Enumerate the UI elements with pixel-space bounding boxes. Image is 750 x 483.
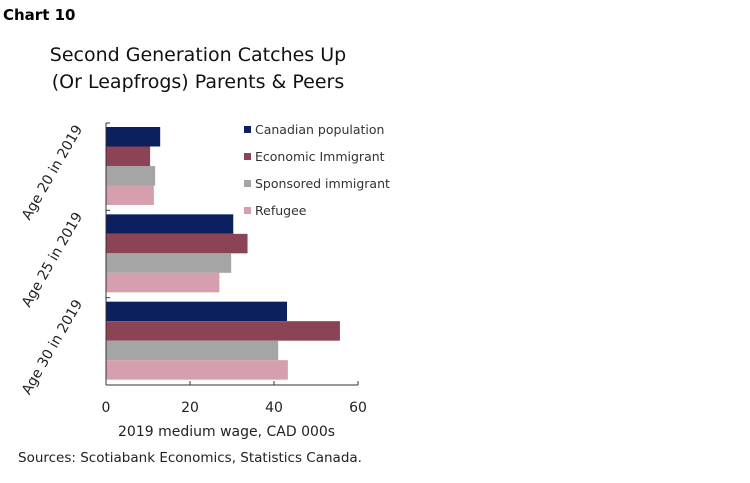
y-tick-label: Age 25 in 2019 [19, 210, 86, 310]
chart-label: Chart 10 [3, 6, 76, 24]
bar-1-2 [106, 146, 151, 166]
bar-1-1 [106, 127, 161, 147]
bar-2-3 [106, 253, 232, 273]
y-tick-label: Age 30 in 2019 [19, 297, 86, 397]
bar-3-3 [106, 340, 279, 361]
x-tick-label: 0 [102, 400, 111, 416]
legend-label: Refugee [255, 203, 307, 218]
legend-label: Canadian population [255, 122, 384, 137]
bar-2-1 [106, 214, 234, 234]
legend-label: Sponsored immigrant [255, 176, 390, 191]
x-tick-label: 20 [181, 400, 199, 416]
source-note: Sources: Scotiabank Economics, Statistic… [18, 450, 362, 466]
bar-2-2 [106, 233, 248, 254]
bar-1-4 [106, 185, 154, 205]
y-tick-label: Age 20 in 2019 [19, 122, 86, 222]
chart-title-line-2: (Or Leapfrogs) Parents & Peers [51, 71, 345, 93]
x-tick-label: 40 [265, 400, 283, 416]
legend-label: Economic Immigrant [255, 149, 385, 164]
legend-swatch [244, 180, 251, 187]
bar-3-4 [106, 360, 288, 380]
x-tick-label: 60 [349, 400, 367, 416]
legend-swatch [244, 153, 251, 160]
x-axis-label: 2019 medium wage, CAD 000s [118, 424, 336, 440]
bar-3-2 [106, 321, 340, 341]
bar-3-1 [106, 301, 288, 322]
chart-title-line-1: Second Generation Catches Up [49, 44, 347, 66]
legend-swatch [244, 126, 251, 133]
legend-swatch [244, 207, 251, 214]
bar-1-3 [106, 166, 156, 186]
bar-2-4 [106, 272, 220, 293]
